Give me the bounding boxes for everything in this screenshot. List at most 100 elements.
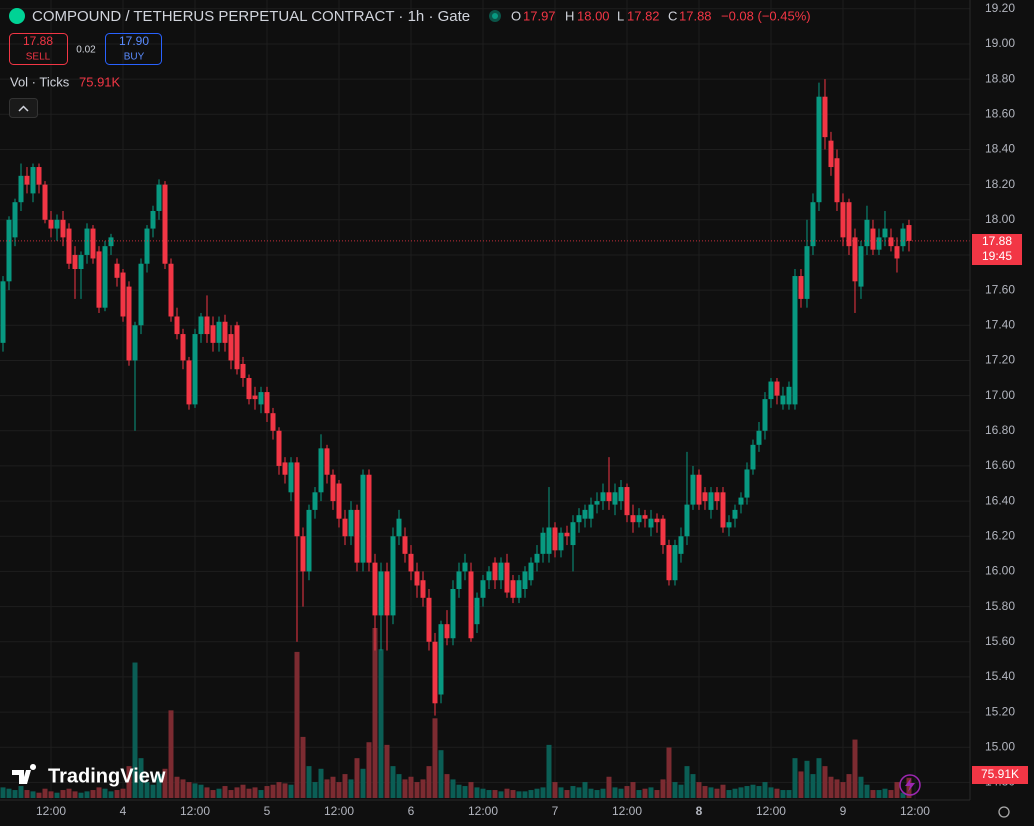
y-tick-label: 18.20 [985,177,1015,191]
candle-body [276,430,282,466]
volume-bar [828,776,834,798]
candle-body [516,580,522,598]
volume-bar [108,791,114,798]
candle-body [846,202,852,247]
volume-bar [114,790,120,798]
volume-bar [54,792,60,798]
volume-bar [348,779,354,798]
candle-body [546,527,552,554]
settings-button[interactable] [998,806,1010,818]
volume-bar [696,782,702,798]
volume-bar [792,758,798,798]
volume-bar [378,649,384,798]
candle-body [528,562,534,581]
candle-body [876,237,882,250]
candle-body [366,474,372,563]
candle-body [84,228,90,255]
candle-body [852,237,858,282]
volume-bar [276,782,282,798]
volume-bar [546,744,552,798]
y-tick-label: 18.60 [985,106,1015,120]
buy-button[interactable] [105,33,162,65]
volume-bar [234,787,240,798]
volume-bar [612,787,618,798]
volume-bar [366,742,372,798]
candle-body [342,518,348,537]
sell-button[interactable] [9,33,68,65]
volume-bar [78,792,84,798]
volume-bar [480,788,486,798]
candle-body [264,392,270,414]
candle-body [222,321,228,343]
candle-body [612,492,618,505]
candle-body [6,219,12,282]
x-tick-label: 6 [408,804,415,818]
buy-price[interactable]: 17.90 [119,34,149,48]
volume-bar [318,768,324,798]
volume-bar [246,788,252,798]
volume-bar [654,790,660,798]
x-tick-label: 12:00 [36,804,66,818]
volume-bar [408,776,414,798]
volume-bar [228,790,234,798]
volume-bar [822,766,828,798]
y-tick-label: 15.20 [985,704,1015,718]
candle-body [534,553,540,563]
candle-body [54,219,60,229]
lightning-icon[interactable] [905,778,915,792]
candle-body [468,571,474,639]
volume-bar [528,790,534,798]
y-tick-label: 16.80 [985,423,1015,437]
y-tick-label: 17.60 [985,282,1015,296]
candle-body [216,321,222,343]
volume-bar [48,791,54,798]
volume-bar [156,774,162,798]
x-tick-label: 9 [840,804,847,818]
volume-bar [510,790,516,798]
volume-bar [60,790,66,798]
candle-body [702,492,708,502]
volume-bar [498,791,504,798]
candle-body [654,518,660,523]
volume-bar [390,766,396,798]
volume-bar [678,784,684,798]
x-tick-label: 8 [696,804,703,818]
volume-bar [300,736,306,798]
candle-body [18,175,24,203]
ohlc-value: 17.97 [523,8,556,23]
volume-bar [432,718,438,798]
candle-body [756,430,762,445]
volume-bar [96,787,102,798]
candle-body [354,509,360,563]
buy-label[interactable]: BUY [124,52,145,63]
header: COMPOUND / TETHERUS PERPETUAL CONTRACT ·… [9,8,811,118]
volume-bar [618,788,624,798]
sell-label[interactable]: SELL [26,52,51,63]
y-tick-label: 17.00 [985,388,1015,402]
ohlc-label: C [668,8,677,23]
candle-body [162,184,168,264]
candle-body [900,228,906,247]
candle-body [504,562,510,593]
volume-bar [324,779,330,798]
candle-body [294,462,300,537]
volume-bar [150,784,156,798]
candle-body [594,501,600,505]
candle-body [492,562,498,581]
spread: 0.02 [76,45,96,56]
candle-body [624,487,630,516]
collapse-icon[interactable] [18,105,29,112]
volume-bar [576,787,582,798]
candle-body [150,210,156,229]
collapse-button[interactable] [9,98,38,118]
candle-body [336,483,342,519]
volume-bar [174,776,180,798]
candle-body [672,545,678,581]
sell-price[interactable]: 17.88 [23,34,53,48]
volume-title: Vol · Ticks [10,74,70,89]
volume-bar [66,788,72,798]
volume-bar [18,786,24,798]
candle-body [348,509,354,537]
candle-body [240,363,246,379]
lightning-button[interactable] [899,774,921,796]
